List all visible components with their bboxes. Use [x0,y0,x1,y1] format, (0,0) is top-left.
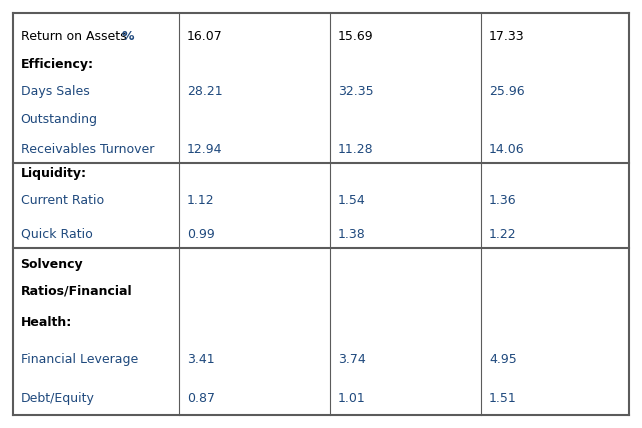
Bar [13,54,629,72]
Bar [13,215,629,248]
Text: Efficiency:: Efficiency: [21,58,94,71]
Text: 17.33: 17.33 [489,30,525,43]
Text: 12.94: 12.94 [187,143,222,156]
Text: Ratios/Financial: Ratios/Financial [21,285,132,298]
Text: 3.74: 3.74 [338,353,366,366]
Text: Liquidity:: Liquidity: [21,167,87,180]
Text: Current Ratio: Current Ratio [21,194,103,208]
Bar [13,106,629,130]
Text: 0.87: 0.87 [187,392,215,405]
Bar [13,303,629,336]
Bar [13,130,629,163]
Bar [13,336,629,376]
Text: Debt/Equity: Debt/Equity [21,392,94,405]
Text: Solvency: Solvency [21,258,83,270]
Text: 16.07: 16.07 [187,30,223,43]
Text: 25.96: 25.96 [489,85,525,98]
Text: %: % [121,30,134,43]
Text: 11.28: 11.28 [338,143,374,156]
Text: 1.12: 1.12 [187,194,214,208]
Text: 14.06: 14.06 [489,143,525,156]
Text: Days Sales: Days Sales [21,85,89,98]
Text: Return on Assets: Return on Assets [21,30,130,43]
Bar [13,72,629,106]
Text: 1.38: 1.38 [338,228,366,241]
Text: 1.01: 1.01 [338,392,366,405]
Text: 1.22: 1.22 [489,228,517,241]
Bar [13,276,629,303]
Bar [13,248,629,276]
Text: Outstanding: Outstanding [21,113,98,126]
Bar [13,13,629,54]
Text: Receivables Turnover: Receivables Turnover [21,143,154,156]
Text: Financial Leverage: Financial Leverage [21,353,138,366]
Text: 32.35: 32.35 [338,85,374,98]
Text: 3.41: 3.41 [187,353,214,366]
Text: 1.54: 1.54 [338,194,366,208]
Text: Quick Ratio: Quick Ratio [21,228,92,241]
Bar [13,163,629,181]
Text: 1.51: 1.51 [489,392,517,405]
Text: 15.69: 15.69 [338,30,374,43]
Text: Health:: Health: [21,316,72,329]
Text: 4.95: 4.95 [489,353,517,366]
Text: 28.21: 28.21 [187,85,223,98]
Text: 1.36: 1.36 [489,194,517,208]
Bar [13,376,629,415]
Bar [13,181,629,215]
Text: 0.99: 0.99 [187,228,214,241]
